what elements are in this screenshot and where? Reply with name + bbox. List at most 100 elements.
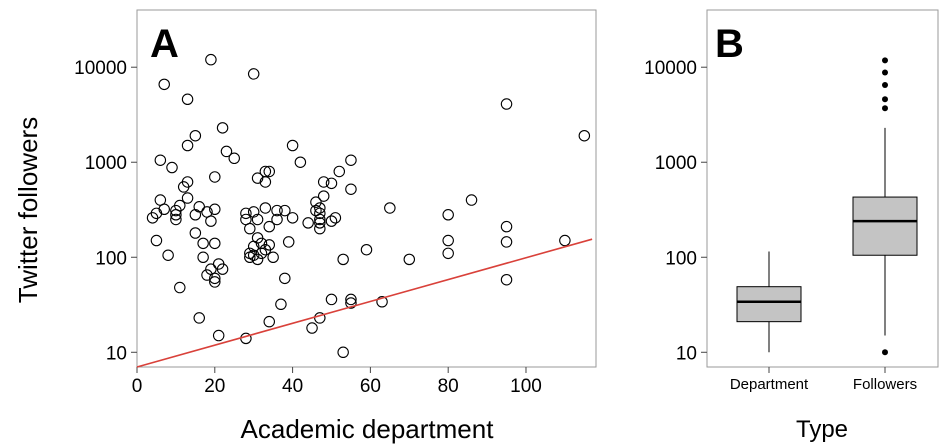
panel-a-x-tick-label: 100	[510, 376, 542, 397]
panel-a-data-point	[271, 213, 283, 226]
panel-a-y-tick-label: 100	[95, 248, 127, 269]
panel-a-data-point	[325, 177, 338, 190]
panel-a-data-point	[263, 239, 276, 251]
panel-a-data-point	[197, 237, 209, 250]
panel-a-data-point	[384, 202, 396, 214]
panel-a-data-point	[314, 222, 326, 235]
panel-a-data-point	[500, 273, 513, 286]
panel-a-data-point	[189, 129, 202, 142]
panel-a-y-axis-title: Twitter followers	[13, 117, 43, 303]
panel-a-data-point	[205, 53, 217, 66]
panel-a-axes: 0 20 40 60 80 100 10 100 1000 10000	[74, 58, 542, 397]
panel-a-data-point	[259, 202, 272, 214]
panel-a-data-point	[500, 98, 513, 110]
panel-a-data-point	[279, 204, 291, 217]
panel-a-data-point	[244, 222, 256, 235]
panel-a-data-point	[189, 227, 202, 239]
panel-b-outlier	[882, 57, 888, 64]
panel-a-data-point	[209, 276, 221, 288]
panel-a-data-point	[209, 237, 221, 250]
panel-a-data-point	[216, 122, 229, 134]
panel-a-data-point	[314, 207, 326, 220]
panel-a-data-point	[442, 247, 454, 260]
panel-a-data-point	[251, 213, 264, 226]
panel-b-outlier	[882, 96, 888, 103]
panel-a-x-tick-label: 0	[132, 376, 143, 397]
panel-a-data-point	[228, 152, 240, 165]
panel-b-box	[736, 286, 802, 323]
panel-a-data-point	[306, 322, 318, 334]
panel-a-data-point	[193, 201, 205, 213]
panel-a-data-point	[302, 217, 314, 229]
panel-a-data-point	[205, 215, 217, 227]
panel-a-data-point	[154, 154, 167, 166]
panel-a-data-point	[271, 204, 283, 217]
panel-b-x-tick-label: Department	[730, 376, 809, 393]
panel-a-data-point	[247, 68, 260, 80]
panel-a-data-point	[201, 269, 213, 281]
panel-a-data-point	[181, 139, 194, 152]
panel-a-data-point	[193, 312, 205, 324]
panel-a-data-point	[263, 315, 276, 328]
panel-a-data-point	[158, 78, 170, 91]
panel-a-data-point	[337, 253, 349, 266]
panel-a-x-tick-label: 80	[438, 376, 459, 397]
panel-a-x-tick-label: 20	[204, 376, 225, 397]
panel-a-y-tick-label: 10000	[74, 58, 127, 79]
panel-b-x-axis-title: Type	[796, 416, 848, 443]
panel-a-data-point	[181, 176, 194, 188]
panel-a-data-point	[578, 129, 591, 142]
panel-a-data-point	[166, 161, 178, 174]
panel-a-data-point	[314, 202, 326, 214]
panel-a-regression-line	[136, 238, 593, 368]
panel-a-data-point	[345, 293, 357, 306]
panel-a-data-point	[174, 281, 186, 294]
panel-b-outlier	[882, 81, 888, 88]
panel-a-data-point	[282, 236, 295, 248]
panel-a-data-point	[286, 212, 299, 224]
panel-a-letter: A	[150, 22, 179, 66]
panel-a-data-point	[251, 253, 264, 266]
panel-a-data-point	[345, 183, 357, 195]
panel-b-y-tick-label: 10	[676, 343, 697, 364]
panel-a-data-point	[325, 293, 338, 306]
panel-b-box	[852, 196, 918, 256]
panel-a-data-point	[263, 165, 276, 178]
panel-a-data-point	[209, 203, 221, 216]
panel-a-data-point	[209, 272, 221, 285]
panel-a-data-point	[500, 220, 513, 233]
panel-a-data-point	[247, 249, 260, 261]
panel-a-data-point	[279, 272, 291, 285]
panel-a-data-point	[310, 196, 322, 208]
panel-a-data-point	[240, 207, 252, 220]
panel-b-outlier	[882, 69, 888, 76]
panel-a-y-tick-label: 10	[106, 343, 127, 364]
panel-a-data-point	[294, 156, 307, 168]
panel-a-data-point	[329, 212, 342, 224]
panel-b-outlier	[882, 105, 888, 112]
panel-a-data-point	[314, 213, 326, 226]
panel-a-data-point	[197, 251, 209, 264]
panel-a-data-point	[403, 253, 416, 266]
panel-a-data-point	[220, 145, 233, 158]
panel-a-data-point	[251, 172, 264, 184]
panel-a-data-point	[275, 298, 287, 311]
panel-a-data-point	[337, 346, 349, 359]
panel-a-data-point	[345, 297, 357, 309]
panel-a-data-point	[465, 194, 478, 206]
panel-a-data-point	[181, 192, 194, 204]
panel-a-data-point	[442, 234, 454, 247]
panel-a-data-point	[259, 176, 272, 188]
panel-b-plot-frame	[706, 9, 939, 368]
panel-a-data-point	[189, 209, 202, 221]
panel-a-x-axis-title: Academic department	[241, 414, 495, 444]
panel-a-data-point	[314, 217, 326, 229]
panel-a-data-point	[267, 251, 279, 264]
panel-a-data-point	[150, 234, 163, 247]
panel-b-y-tick-label: 1000	[655, 153, 697, 174]
panel-a-data-point	[170, 213, 182, 226]
panel-a-data-point	[263, 220, 276, 233]
panel-a-data-point	[255, 237, 268, 250]
panel-a-data-point	[181, 93, 194, 106]
